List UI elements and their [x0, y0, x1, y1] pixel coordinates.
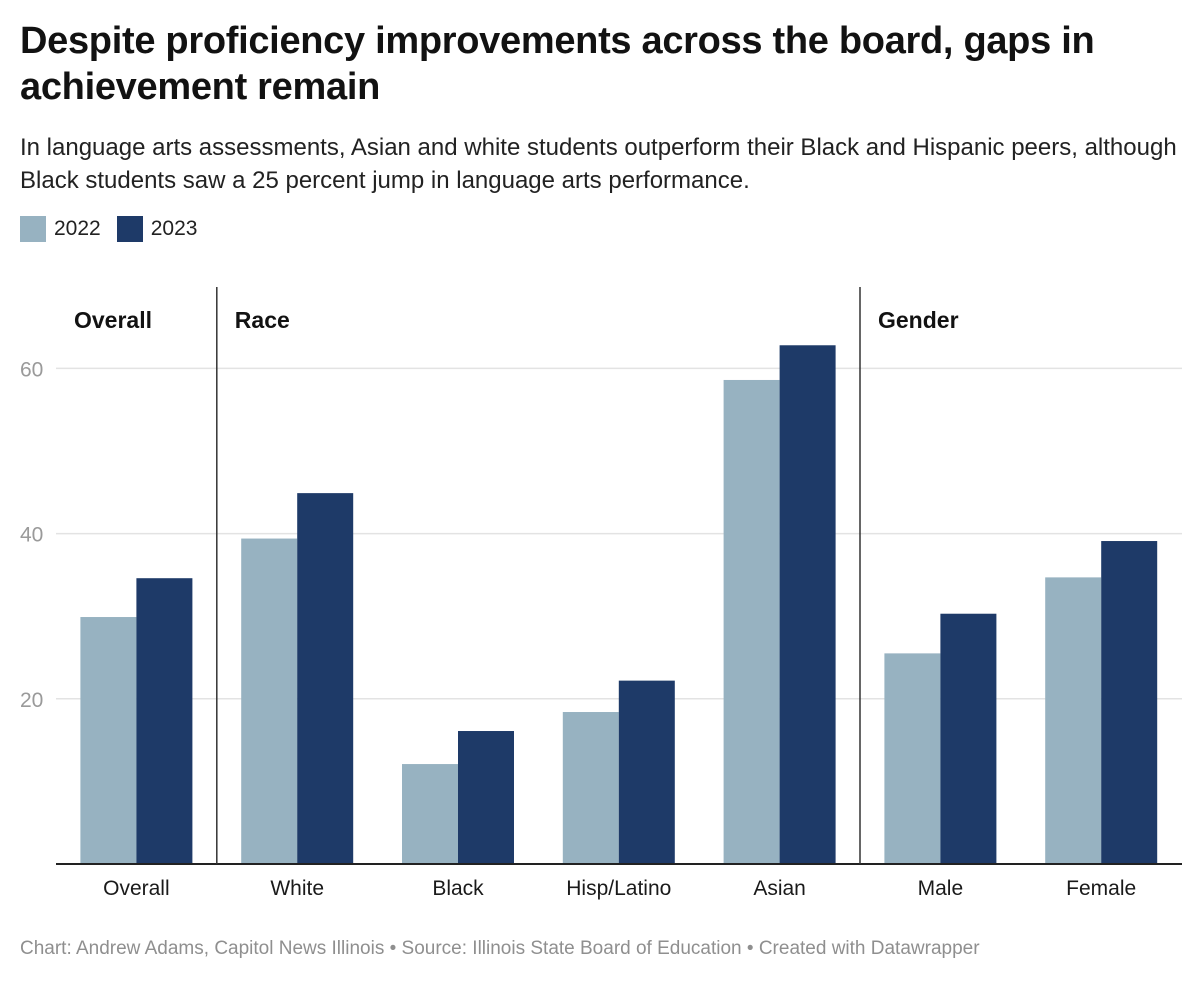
bar-2022-hisp-latino	[562, 712, 619, 864]
x-tick-label-black: Black	[432, 877, 484, 900]
bar-2022-asian	[723, 379, 780, 864]
bar-2023-overall	[136, 578, 193, 864]
group-label-gender: Gender	[878, 307, 959, 333]
bar-2022-overall	[80, 617, 137, 864]
x-tick-label-white: White	[270, 877, 324, 900]
x-tick-label-hisp-latino: Hisp/Latino	[566, 877, 671, 900]
bar-2022-white	[241, 538, 298, 864]
bar-2022-female	[1045, 577, 1102, 864]
bar-2023-white	[297, 493, 354, 864]
y-tick-label-20: 20	[20, 689, 43, 712]
chart-footer-credit: Chart: Andrew Adams, Capitol News Illino…	[20, 938, 980, 959]
legend-swatch-2022	[20, 216, 46, 242]
x-tick-label-female: Female	[1066, 877, 1136, 900]
bar-2022-male	[884, 653, 941, 864]
y-tick-label-40: 40	[20, 524, 43, 547]
chart-title: Despite proficiency improvements across …	[20, 20, 1095, 108]
chart-subtitle: In language arts assessments, Asian and …	[20, 134, 1177, 194]
group-label-overall: Overall	[74, 307, 152, 333]
bar-2023-hisp-latino	[618, 680, 675, 864]
legend: 2022 2023	[20, 216, 213, 242]
legend-item-2022: 2022	[20, 216, 101, 242]
legend-item-2023: 2023	[116, 216, 198, 242]
legend-label-2022: 2022	[54, 217, 101, 240]
bar-2023-female	[1101, 541, 1158, 864]
group-label-race: Race	[235, 307, 290, 333]
y-tick-label-60: 60	[20, 358, 43, 381]
x-tick-label-asian: Asian	[753, 877, 806, 900]
legend-swatch-2023	[116, 216, 143, 242]
legend-label-2023: 2023	[150, 217, 198, 240]
bar-2023-black	[458, 731, 514, 864]
bar-2022-black	[402, 764, 458, 864]
bar-2023-male	[940, 613, 997, 864]
x-tick-label-male: Male	[918, 877, 964, 900]
bar-2023-asian	[779, 345, 836, 865]
x-tick-label-overall: Overall	[103, 877, 170, 900]
